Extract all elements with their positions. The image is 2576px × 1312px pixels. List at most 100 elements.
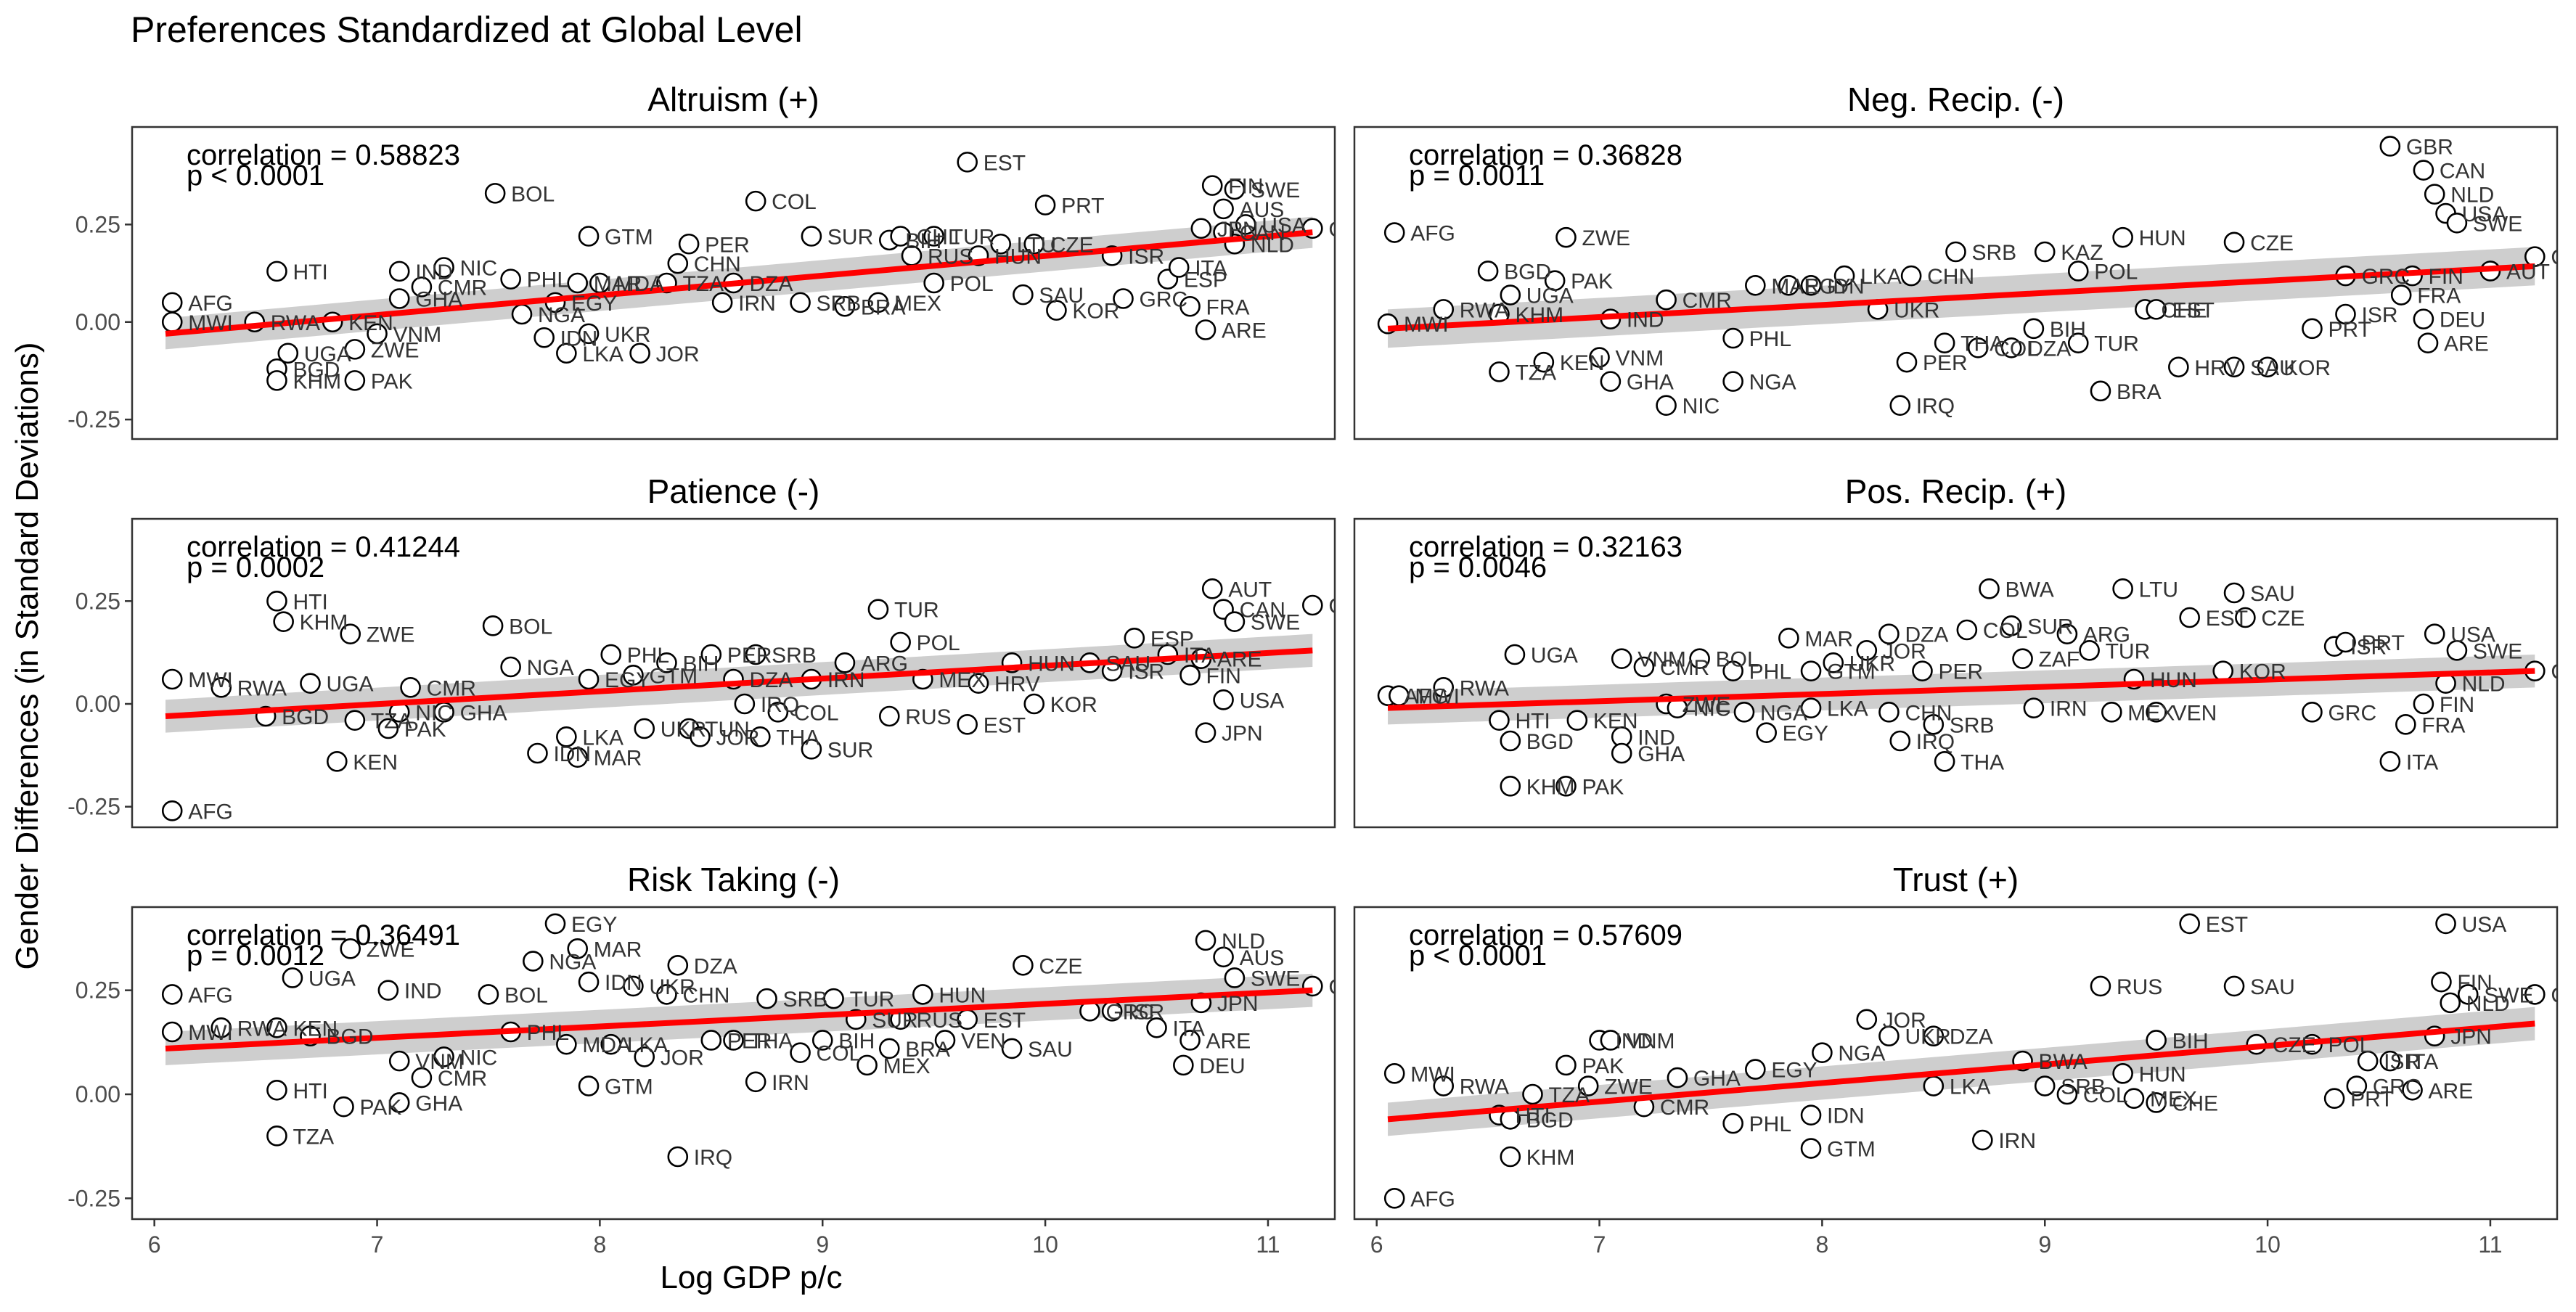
point-label: UKR: [605, 323, 650, 347]
point-label: EST: [2172, 298, 2215, 322]
point-label: PAK: [1582, 775, 1624, 799]
data-point: [678, 233, 700, 255]
point-label: COL: [2083, 1083, 2128, 1107]
data-point: [629, 343, 650, 364]
data-point: [878, 705, 900, 727]
point-label: VNM: [1627, 1029, 1675, 1053]
data-point: [667, 1146, 689, 1168]
point-label: PER: [1923, 351, 1968, 375]
x-tick-label: 7: [1593, 1231, 1606, 1258]
data-point: [823, 988, 844, 1009]
data-point: [1504, 644, 1526, 665]
point-label: PER: [705, 233, 750, 257]
point-label: NIC: [460, 1046, 498, 1070]
panel-risk-taking: Risk Taking (-) AFG MWI RWA HTI TZA KEN UGA BGD P…: [68, 861, 1336, 1258]
point-label: DZA: [694, 954, 737, 978]
point-label: KOR: [1072, 300, 1119, 324]
x-tick-label: 7: [371, 1231, 384, 1258]
data-point: [1923, 714, 1945, 735]
point-label: SRB: [783, 988, 828, 1012]
point-label: THA: [750, 1029, 793, 1053]
data-point: [1812, 1042, 1833, 1063]
point-label: SRB: [817, 292, 862, 316]
data-point: [1722, 660, 1743, 681]
point-label: NGA: [527, 656, 574, 680]
point-label: GTM: [605, 226, 653, 250]
data-point: [266, 1126, 287, 1147]
data-point: [2323, 1088, 2345, 1110]
data-point: [161, 1021, 183, 1043]
data-point: [1383, 222, 1405, 243]
data-point: [2012, 648, 2033, 669]
point-label: MWI: [188, 311, 233, 335]
data-point: [1433, 299, 1455, 320]
data-point: [1722, 371, 1743, 392]
data-point: [2440, 992, 2461, 1014]
point-label: ARG: [2083, 623, 2130, 647]
data-point: [745, 1071, 766, 1093]
data-point: [2390, 284, 2412, 306]
data-point: [2146, 702, 2167, 723]
data-point: [277, 343, 299, 364]
point-label: SUR: [872, 1009, 917, 1033]
point-label: HTI: [293, 590, 327, 614]
data-point: [578, 226, 600, 247]
data-point: [2056, 623, 2078, 644]
point-label: EST: [984, 713, 1026, 737]
point-label: TZA: [1515, 361, 1556, 385]
data-point: [2357, 1050, 2379, 1072]
point-label: CZE: [2273, 1033, 2316, 1057]
data-point: [1722, 1112, 1743, 1134]
point-label: BWA: [2039, 1050, 2088, 1074]
data-point: [266, 370, 287, 391]
point-label: CAN: [1240, 599, 1285, 623]
point-label: NIC: [415, 701, 453, 725]
point-label: CMR: [1682, 289, 1732, 313]
point-label: ESP: [1150, 627, 1194, 651]
point-label: KOR: [2283, 356, 2331, 380]
point-label: RWA: [271, 311, 320, 335]
point-label: POL: [2328, 1033, 2371, 1057]
point-label: PAK: [1571, 270, 1613, 294]
data-point: [801, 739, 822, 760]
data-point: [2112, 1063, 2133, 1084]
point-label: ISR: [1128, 245, 1164, 268]
point-label: BOL: [1716, 648, 1759, 672]
data-point: [834, 652, 856, 673]
point-label: KHM: [293, 369, 341, 393]
point-label: IDN: [605, 971, 642, 995]
data-point: [1689, 648, 1710, 669]
correlation-annotation: correlation = 0.36828: [1409, 139, 1682, 171]
point-label: GHA: [1693, 1067, 1741, 1091]
data-point: [567, 272, 589, 294]
data-point: [1195, 930, 1217, 951]
point-label: ZWE: [1682, 693, 1731, 717]
y-tick-label: -0.25: [68, 794, 120, 820]
data-point: [1544, 270, 1566, 291]
point-label: AFG: [1404, 685, 1449, 709]
point-label: VNM: [393, 323, 442, 347]
point-label: NLD: [1222, 930, 1265, 954]
point-label: ISR: [2350, 636, 2387, 660]
data-point: [1173, 1054, 1194, 1076]
fit-line: [165, 987, 1313, 1051]
data-point: [161, 800, 183, 821]
data-point: [656, 984, 677, 1005]
data-point: [388, 261, 410, 282]
point-label: PHL: [1749, 1112, 1791, 1136]
point-label: HRV: [2194, 356, 2240, 380]
point-label: BIH: [838, 1029, 875, 1053]
y-tick-label: 0.00: [75, 1081, 120, 1107]
point-label: PER: [1938, 660, 1983, 684]
point-label: MWI: [1404, 313, 1449, 337]
point-label: ZAF: [2039, 648, 2080, 672]
data-point: [482, 615, 504, 636]
data-point: [1179, 295, 1201, 317]
point-label: IDN: [560, 327, 598, 350]
point-label: USA: [2462, 913, 2507, 937]
point-label: TZA: [1548, 1083, 1590, 1107]
point-label: COL: [794, 701, 839, 725]
data-point: [1945, 241, 1966, 263]
